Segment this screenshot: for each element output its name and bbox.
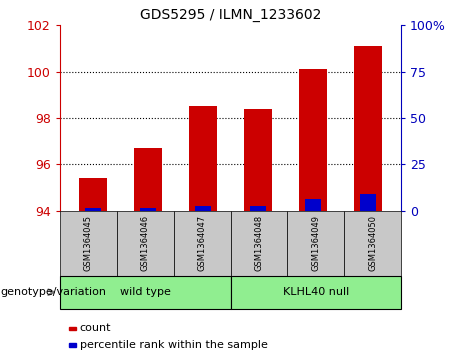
Text: GSM1364048: GSM1364048 xyxy=(254,215,263,271)
Text: percentile rank within the sample: percentile rank within the sample xyxy=(80,340,268,350)
Text: genotype/variation: genotype/variation xyxy=(0,287,106,297)
Text: count: count xyxy=(80,323,111,334)
Title: GDS5295 / ILMN_1233602: GDS5295 / ILMN_1233602 xyxy=(140,8,321,22)
Text: GSM1364046: GSM1364046 xyxy=(141,215,150,271)
Text: wild type: wild type xyxy=(120,287,171,297)
Bar xyxy=(189,106,217,211)
Bar xyxy=(195,206,211,211)
Text: GSM1364047: GSM1364047 xyxy=(198,215,207,271)
Bar xyxy=(306,199,320,211)
Text: GSM1364045: GSM1364045 xyxy=(84,215,93,271)
Bar xyxy=(250,206,266,211)
Bar xyxy=(134,148,162,211)
Bar xyxy=(85,208,100,211)
Bar xyxy=(141,208,155,211)
Bar xyxy=(361,194,376,211)
Bar xyxy=(299,69,327,211)
Text: GSM1364050: GSM1364050 xyxy=(368,215,377,271)
Text: GSM1364049: GSM1364049 xyxy=(311,215,320,271)
Text: KLHL40 null: KLHL40 null xyxy=(283,287,349,297)
Bar xyxy=(79,178,106,211)
Bar xyxy=(244,109,272,211)
Bar xyxy=(355,46,382,211)
